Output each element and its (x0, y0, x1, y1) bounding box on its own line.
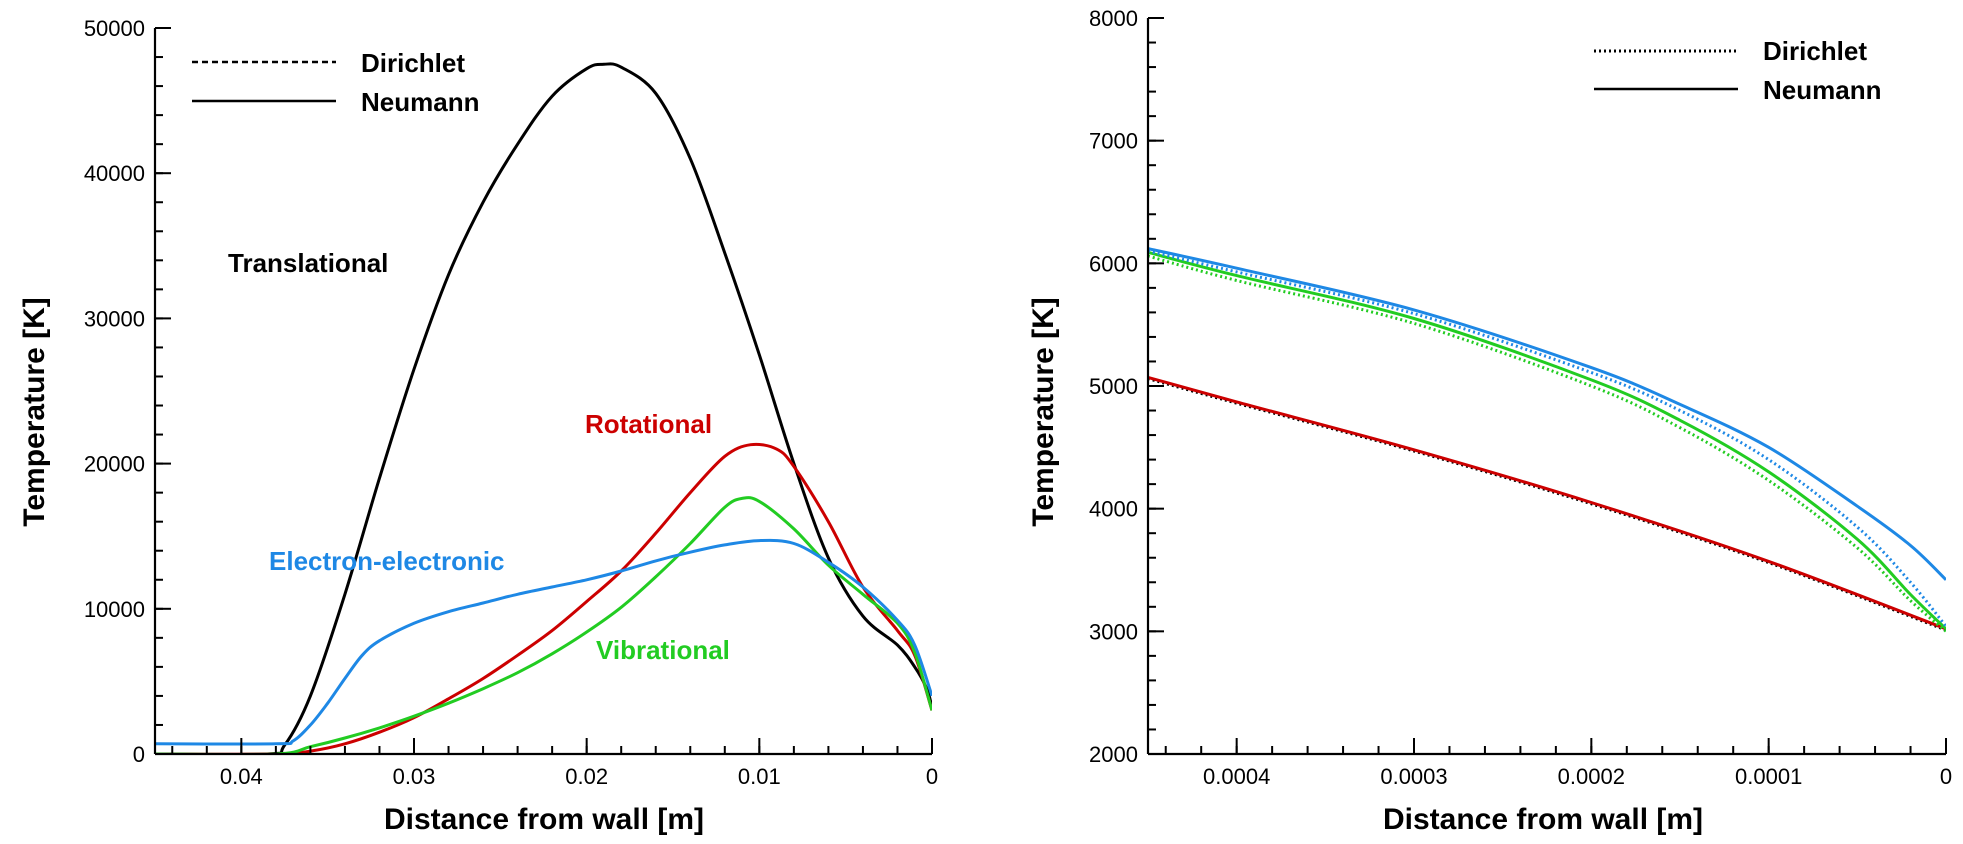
x-tick-label: 0.03 (393, 764, 436, 789)
series-line-vibrational (155, 496, 932, 754)
annotation-electron-electronic: Electron-electronic (269, 546, 505, 576)
x-tick-label: 0.01 (738, 764, 781, 789)
y-tick-label: 20000 (84, 452, 145, 477)
series-line-rotational (155, 442, 932, 754)
series-group (1148, 247, 1946, 633)
x-tick-label: 0 (926, 764, 938, 789)
series-line-electron (1148, 249, 1946, 628)
right-y-axis-title: Temperature [K] (1027, 297, 1060, 526)
series-group (155, 62, 932, 754)
left-legend-dirichlet-label: Dirichlet (361, 48, 465, 78)
x-tick-label: 0.0004 (1203, 764, 1270, 789)
annotation-vibrational: Vibrational (596, 635, 730, 665)
right-legend-dirichlet-label: Dirichlet (1763, 36, 1867, 66)
y-tick-label: 5000 (1089, 374, 1138, 399)
series-line-electron (1148, 247, 1946, 581)
x-tick-label: 0.04 (220, 764, 263, 789)
y-tick-label: 40000 (84, 161, 145, 186)
right-plot-area (1148, 247, 1946, 633)
x-tick-label: 0.0002 (1558, 764, 1625, 789)
right-ticks: 2000 3000 4000 5000 6000 7000 8000 0.0004 0.0003… (1089, 6, 1952, 789)
annotation-translational: Translational (228, 248, 388, 278)
series-line-electron (155, 538, 932, 746)
series-line-translational (1148, 377, 1946, 632)
x-tick-label: 0.02 (565, 764, 608, 789)
y-tick-label: 6000 (1089, 251, 1138, 276)
left-legend-neumann-label: Neumann (361, 87, 479, 117)
left-y-axis-title: Temperature [K] (18, 297, 51, 526)
x-tick-label: 0.0003 (1380, 764, 1447, 789)
right-legend-neumann-label: Neumann (1763, 75, 1881, 105)
y-tick-label: 2000 (1089, 742, 1138, 767)
left-x-axis-title: Distance from wall [m] (384, 803, 704, 836)
y-tick-label: 7000 (1089, 129, 1138, 154)
right-legend: Dirichlet Neumann (1594, 36, 1881, 105)
left-plot-area (155, 62, 932, 754)
annotation-rotational: Rotational (585, 409, 712, 439)
left-ticks: 0 10000 20000 30000 40000 50000 0.04 0.03 0.02 0.… (84, 16, 938, 789)
x-tick-label: 0 (1940, 764, 1952, 789)
y-tick-label: 0 (133, 742, 145, 767)
y-tick-label: 4000 (1089, 497, 1138, 522)
y-tick-label: 10000 (84, 597, 145, 622)
series-line-translational (155, 62, 932, 754)
chart-right-distance-temperature: 2000 3000 4000 5000 6000 7000 8000 0.0004 0.0003… (1027, 6, 1952, 836)
series-line-vibrational (1148, 254, 1946, 633)
y-tick-label: 8000 (1089, 6, 1138, 31)
right-x-axis-title: Distance from wall [m] (1383, 803, 1703, 836)
y-tick-label: 3000 (1089, 619, 1138, 644)
chart-left-distance-temperature: 0 10000 20000 30000 40000 50000 0.04 0.03 0.02 0.… (18, 16, 938, 836)
y-tick-label: 50000 (84, 16, 145, 41)
series-line-vibrational (1148, 250, 1946, 630)
left-legend: Dirichlet Neumann (192, 48, 479, 117)
x-tick-label: 0.0001 (1735, 764, 1802, 789)
series-line-rotational (1148, 375, 1946, 631)
y-tick-label: 30000 (84, 306, 145, 331)
